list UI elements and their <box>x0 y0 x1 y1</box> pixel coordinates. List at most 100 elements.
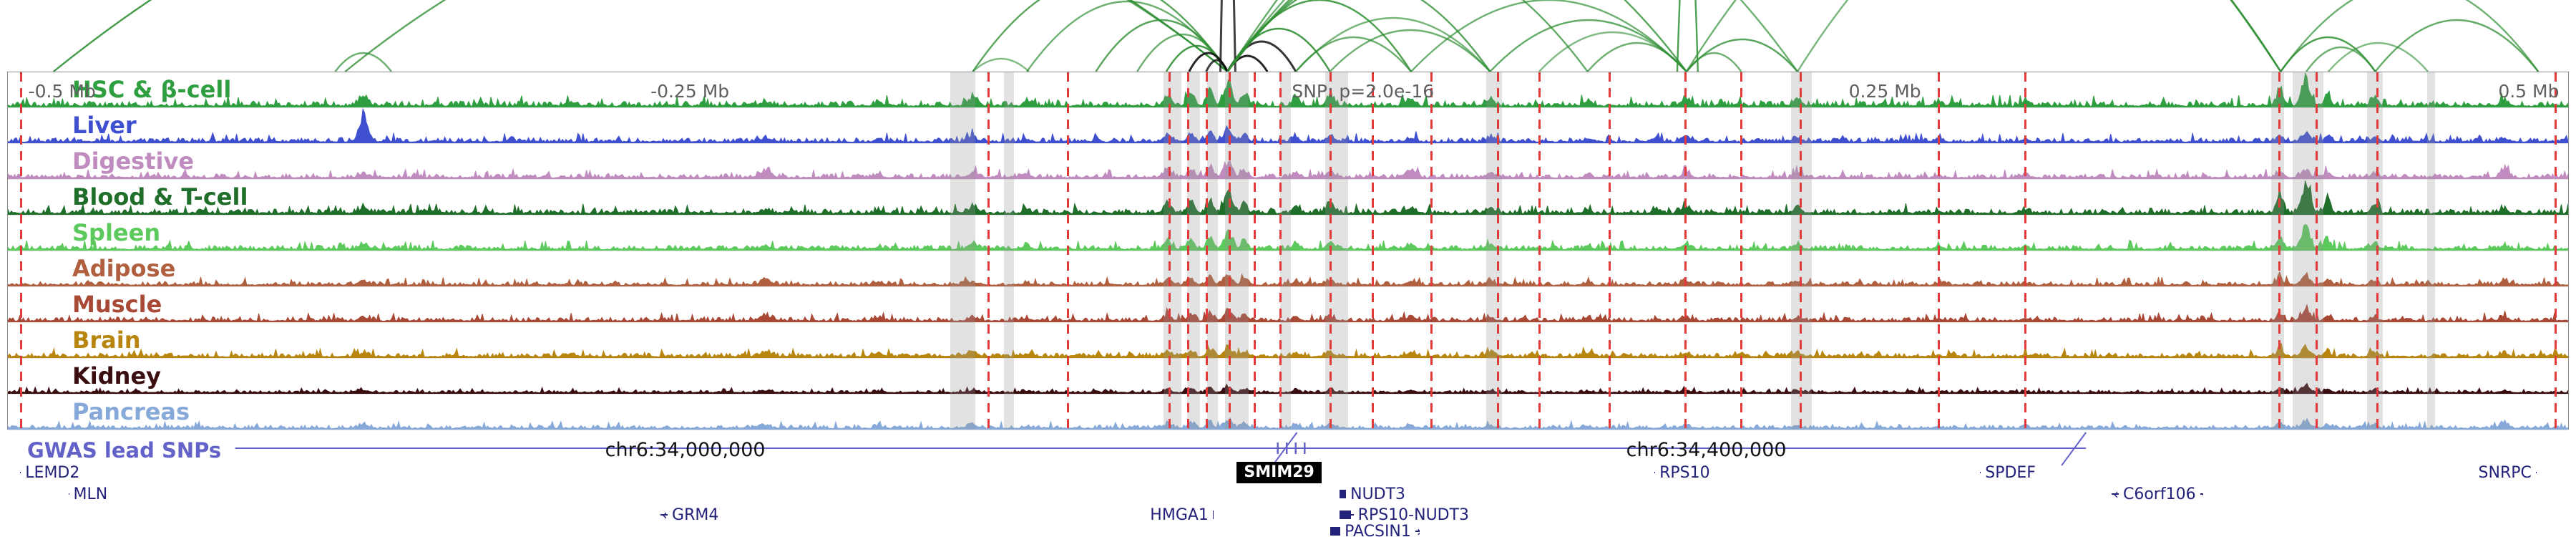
track-row-brain[interactable]: Brain <box>8 323 2568 359</box>
gene-label: PACSIN1 <box>1345 522 1411 537</box>
gwas-lead-snps-label: GWAS lead SNPs <box>27 438 222 463</box>
track-label-blood-t-cell: Blood & T-cell <box>72 183 248 211</box>
gene-spdef[interactable]: ‹‹‹ SPDEF <box>1979 464 2039 482</box>
track-row-digestive[interactable]: Digestive <box>8 144 2568 180</box>
interaction-arc[interactable] <box>2280 0 2540 72</box>
coordinate-label: chr6:34,400,000 <box>1626 439 1787 461</box>
annotation-panel: GWAS lead SNPs chr6:34,000,000 chr6:34,40… <box>7 430 2569 537</box>
signal-area <box>8 180 2568 215</box>
track-label-brain: Brain <box>72 326 141 354</box>
signal-area <box>8 303 2568 322</box>
interaction-arc[interactable] <box>1226 0 1798 72</box>
chromatin-interaction-arcs <box>52 0 2540 72</box>
interaction-arc[interactable] <box>1295 17 1491 72</box>
gene-mln[interactable]: ‹‹MLN <box>68 485 112 503</box>
signal-digestive <box>8 160 2568 179</box>
signal-area <box>8 72 2568 107</box>
interaction-arc[interactable] <box>2327 42 2429 72</box>
interaction-arc[interactable] <box>1226 0 2282 72</box>
gene-body: ‹‹‹‹‹‹‹‹‹‹‹‹‹‹‹‹‹ <box>1339 506 1354 523</box>
signal-area <box>8 382 2568 394</box>
interaction-arc[interactable] <box>1586 42 1687 72</box>
gene-smim29[interactable]: SMIM29 <box>1236 462 1322 483</box>
interaction-arc[interactable] <box>1205 59 1229 72</box>
interaction-arc[interactable] <box>52 0 1229 72</box>
gene-label-highlighted: SMIM29 <box>1236 462 1322 483</box>
gene-body: ‹‹‹‹‹‹ <box>2200 485 2203 503</box>
gene-label: NUDT3 <box>1350 485 1406 503</box>
track-row-muscle[interactable]: Muscle <box>8 287 2568 323</box>
interaction-arc[interactable] <box>1676 0 1699 72</box>
interaction-arc[interactable] <box>1329 29 1491 72</box>
interaction-arc[interactable] <box>2280 37 2376 72</box>
gene-nudt3[interactable]: ‹‹‹‹‹‹‹‹‹‹‹‹‹‹‹NUDT3 <box>1339 485 1405 503</box>
track-row-kidney[interactable]: Kidney <box>8 359 2568 395</box>
gene-grm4[interactable]: ‹‹‹‹‹‹‹‹‹‹‹‹‹‹‹‹‹‹ GRM4 <box>660 506 718 524</box>
gene-track: ‹‹LEMD2‹‹MLN‹‹‹‹‹‹‹‹‹‹‹‹‹‹‹‹‹‹GRM4HMGA1›… <box>7 430 2569 537</box>
gene-body: ‹‹‹‹‹‹‹‹‹‹‹‹‹‹‹ <box>1339 485 1347 503</box>
gene-rps10-nudt3[interactable]: ‹‹‹‹‹‹‹‹‹‹‹‹‹‹‹‹‹RPS10-NUDT3 <box>1339 506 1469 524</box>
right-arrows-icon: ›››››››› <box>1417 523 1420 537</box>
interaction-arc[interactable] <box>1685 0 2282 72</box>
gene-label: RPS10 <box>1659 463 1710 482</box>
gene-label: C6orf106 <box>2122 485 2196 503</box>
gene-snrpc[interactable]: SNRPC›› <box>2474 464 2537 482</box>
interaction-arc[interactable] <box>2374 19 2540 72</box>
gene-c6orf106[interactable]: ‹‹‹‹‹‹‹‹‹‹‹‹C6orf106 ‹‹‹‹‹‹ <box>2111 485 2203 503</box>
interaction-arc[interactable] <box>1226 0 1687 72</box>
gene-body: ›››››››››››››››››› <box>1330 523 1341 537</box>
track-row-spleen[interactable]: Spleen <box>8 216 2568 251</box>
signal-hsc-cell <box>8 72 2568 107</box>
gene-label: HMGA1 <box>1150 505 1209 524</box>
interaction-arc[interactable] <box>972 57 1030 72</box>
interaction-arc[interactable] <box>1026 1 1229 72</box>
gene-pacsin1[interactable]: ›››››››››››››››››› PACSIN1 ›››››››› <box>1330 523 1420 537</box>
track-row-pancreas[interactable]: Pancreas <box>8 395 2568 430</box>
left-arrows-icon: ‹‹‹‹‹‹‹‹‹‹‹‹‹‹‹‹‹‹ <box>662 506 668 523</box>
track-label-adipose: Adipose <box>72 255 176 282</box>
track-row-hsc-cell[interactable]: HSC & β-cell <box>8 72 2568 108</box>
signal-kidney <box>8 382 2568 394</box>
interaction-arc[interactable] <box>972 0 1229 72</box>
signal-area <box>8 342 2568 358</box>
gene-body: ‹‹‹‹‹‹‹‹‹‹‹‹‹‹‹‹‹‹ <box>660 506 668 523</box>
interaction-arc[interactable] <box>1685 39 1798 72</box>
signal-brain <box>8 342 2568 358</box>
gene-label: RPS10-NUDT3 <box>1357 505 1470 524</box>
signal-adipose <box>8 271 2568 286</box>
interaction-arc[interactable] <box>334 52 392 72</box>
gene-body: ›››››››› <box>1415 523 1420 537</box>
interaction-arc[interactable] <box>344 0 1229 72</box>
signal-spleen <box>8 223 2568 251</box>
signal-liver <box>8 108 2568 143</box>
left-arrows-icon: ‹‹‹‹‹‹‹‹‹‹‹‹ <box>2113 485 2119 503</box>
exon-block <box>1339 511 1351 519</box>
gene-body: ‹‹‹ <box>1979 464 1981 481</box>
coordinate-label: chr6:34,000,000 <box>605 439 766 461</box>
gene-hmga1[interactable]: HMGA1›› <box>1146 505 1214 524</box>
exon-block <box>1330 527 1341 536</box>
interaction-arc[interactable] <box>1797 0 2282 72</box>
gwas-connector-lines <box>235 432 2087 466</box>
track-label-pancreas: Pancreas <box>72 398 190 425</box>
gwas-line <box>2061 432 2087 466</box>
gene-label: LEMD2 <box>25 463 80 482</box>
signal-area <box>8 160 2568 179</box>
signal-tracks-panel: HSC & β-cell Liver Digestive Blood & T-cell… <box>7 72 2569 430</box>
exon-block <box>1212 511 1214 519</box>
track-row-adipose[interactable]: Adipose <box>8 251 2568 287</box>
gene-body: ‹‹ <box>19 464 21 481</box>
interaction-arc[interactable] <box>1410 0 1687 72</box>
gene-label: MLN <box>73 485 108 503</box>
gene-body: ‹‹‹‹‹‹‹‹‹‹‹‹ <box>2111 485 2119 503</box>
gene-lemd2[interactable]: ‹‹LEMD2 <box>19 463 83 482</box>
track-row-liver[interactable]: Liver <box>8 108 2568 144</box>
signal-area <box>8 108 2568 143</box>
track-label-spleen: Spleen <box>72 219 161 246</box>
signal-area <box>8 223 2568 251</box>
gene-rps10[interactable]: ‹‹RPS10 <box>1654 463 1714 482</box>
interaction-arc[interactable] <box>1226 0 1589 72</box>
track-row-blood-t-cell[interactable]: Blood & T-cell <box>8 180 2568 216</box>
interaction-arc[interactable] <box>2306 46 2376 72</box>
track-label-kidney: Kidney <box>72 362 162 390</box>
